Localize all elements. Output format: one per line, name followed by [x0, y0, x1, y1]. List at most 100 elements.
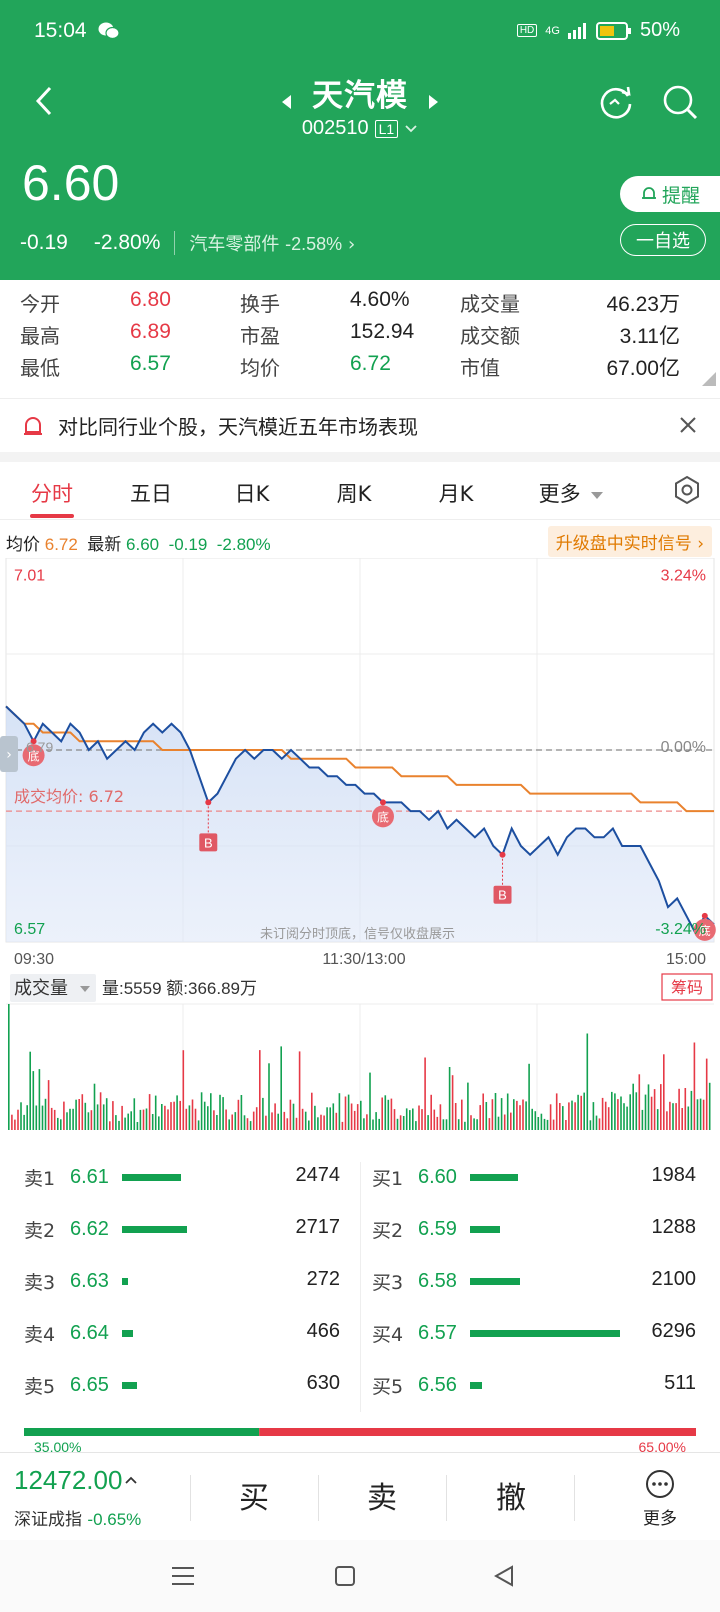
buy-button[interactable]: 买	[239, 1481, 269, 1516]
time-mid-label: 11:30/13:00	[322, 951, 405, 968]
chart-svg[interactable]: 底 B 底 B 底 7.01 6.57 3.24% 0.00% -3.24% 成交均价:…	[0, 557, 720, 1138]
volume-bar	[387, 1099, 390, 1130]
volume-bar	[598, 1118, 601, 1130]
volume-bar	[418, 1105, 420, 1130]
bid-price: 6.59	[418, 1217, 457, 1240]
volume-bar	[63, 1101, 65, 1130]
volume-bar	[200, 1092, 203, 1130]
bid-row[interactable]: 买1 6.60	[372, 1162, 518, 1192]
volume-bar	[580, 1095, 582, 1130]
ask-row[interactable]: 卖4 6.64	[24, 1318, 133, 1348]
volume-bar	[57, 1117, 59, 1130]
intraday-chart[interactable]: 底 B 底 B 底 7.01 6.57 3.24% 0.00% -3.24% 成交均价:…	[0, 557, 720, 1138]
tab-monthly-k[interactable]: 月K	[438, 482, 474, 506]
volume-bar	[540, 1113, 543, 1130]
back-arrow-icon[interactable]	[28, 84, 62, 118]
volume-bar	[60, 1119, 62, 1130]
upgrade-signal-button[interactable]: 升级盘中实时信号 ›	[547, 526, 712, 557]
volume-bar	[102, 1104, 105, 1130]
settings-icon[interactable]	[672, 475, 702, 505]
tab-daily-k[interactable]: 日K	[234, 482, 270, 506]
pct-bottom-label: -3.24%	[655, 921, 706, 938]
volume-bar	[537, 1117, 540, 1130]
menu-icon[interactable]	[172, 1566, 194, 1586]
bid-row[interactable]: 买2 6.59	[372, 1214, 500, 1244]
volume-bar	[145, 1108, 148, 1130]
volume-bar	[601, 1097, 604, 1130]
orderbook-divider	[360, 1162, 361, 1412]
volume-bar	[708, 1082, 711, 1130]
volume-bar	[617, 1099, 619, 1130]
volume-bar	[255, 1107, 258, 1130]
bid-level-label: 买4	[372, 1323, 404, 1346]
volume-bar	[11, 1114, 13, 1130]
volume-bar	[167, 1109, 169, 1130]
bottom-signal-text: 底	[28, 748, 40, 763]
expand-corner-icon[interactable]	[702, 372, 716, 386]
volume-bar	[549, 1104, 552, 1130]
price-change-pct: -2.80%	[93, 231, 161, 254]
ask-row[interactable]: 卖1 6.61	[24, 1162, 181, 1192]
time-start-label: 09:30	[14, 951, 54, 968]
info-change-pct: -2.80%	[216, 535, 271, 554]
cancel-button[interactable]: 撤	[496, 1481, 526, 1516]
pct-top-label: 3.24%	[661, 567, 706, 584]
wechat-icon	[98, 22, 120, 40]
home-icon[interactable]	[334, 1565, 356, 1587]
volume-bar	[595, 1115, 598, 1130]
volume-bar	[353, 1110, 356, 1130]
volume-bar	[626, 1106, 628, 1130]
volume-bar	[451, 1075, 454, 1130]
volume-bar	[522, 1099, 524, 1130]
search-icon[interactable]	[660, 82, 700, 122]
ask-price: 6.62	[70, 1217, 109, 1240]
bottom-signal-badge	[693, 918, 716, 941]
close-icon[interactable]	[678, 415, 698, 435]
volume-bar	[338, 1093, 341, 1130]
ask-volume-bar	[122, 1381, 137, 1389]
next-stock-icon[interactable]	[429, 94, 439, 109]
tab-weekly-k[interactable]: 周K	[336, 482, 372, 506]
tab-intraday[interactable]: 分时	[31, 482, 73, 506]
volume-bar	[118, 1120, 120, 1130]
chart-watermark: 未订阅分时顶底，信号仅收盘展示	[260, 926, 455, 942]
sell-button[interactable]: 卖	[367, 1481, 397, 1516]
watchlist-button[interactable]: 一自选	[620, 224, 706, 256]
ask-volume: 630	[306, 1372, 340, 1394]
stock-header: 天汽模 002510 L1 6.60 -0.19 -2.80% 汽车零部件 -2…	[0, 62, 720, 280]
volume-bar	[142, 1109, 145, 1130]
ask-row[interactable]: 卖5 6.65	[24, 1370, 137, 1400]
bid-row[interactable]: 买3 6.58	[372, 1266, 520, 1296]
volume-bar	[650, 1096, 653, 1130]
bid-level-label: 买5	[372, 1375, 404, 1398]
compare-banner[interactable]: 对比同行业个股，天汽模近五年市场表现	[0, 398, 720, 452]
volume-bar	[402, 1116, 405, 1130]
volume-bar	[503, 1114, 506, 1130]
signal-dot	[30, 738, 37, 745]
more-button[interactable]: 更多	[630, 1469, 690, 1529]
volume-bar	[170, 1102, 172, 1130]
chart-handle[interactable]	[0, 736, 18, 772]
volume-bar	[344, 1096, 347, 1130]
stock-code: 002510	[301, 117, 369, 139]
remind-button[interactable]: 提醒	[620, 176, 720, 212]
ask-row[interactable]: 卖2 6.62	[24, 1214, 187, 1244]
chip-button[interactable]	[661, 973, 713, 1001]
back-icon[interactable]	[494, 1565, 514, 1587]
prev-stock-icon[interactable]	[281, 94, 291, 109]
volume-bar	[666, 1111, 668, 1130]
volume-bar	[93, 1083, 96, 1130]
bid-row[interactable]: 买4 6.57	[372, 1318, 620, 1348]
volume-bar	[38, 1069, 41, 1130]
volume-bar	[479, 1105, 481, 1130]
compare-text: 对比同行业个股，天汽模近五年市场表现	[58, 415, 418, 439]
sector-link[interactable]: 汽车零部件 -2.58% ›	[189, 230, 355, 256]
ask-row[interactable]: 卖3 6.63	[24, 1266, 128, 1296]
tab-more[interactable]: 更多	[536, 478, 606, 508]
bid-row[interactable]: 买5 6.56	[372, 1370, 482, 1400]
volume-bar	[565, 1120, 567, 1130]
tab-five-day[interactable]: 五日	[130, 482, 172, 506]
volume-bar	[298, 1051, 301, 1130]
refresh-icon[interactable]	[596, 82, 636, 122]
stock-code-line[interactable]: 002510 L1	[0, 117, 720, 140]
